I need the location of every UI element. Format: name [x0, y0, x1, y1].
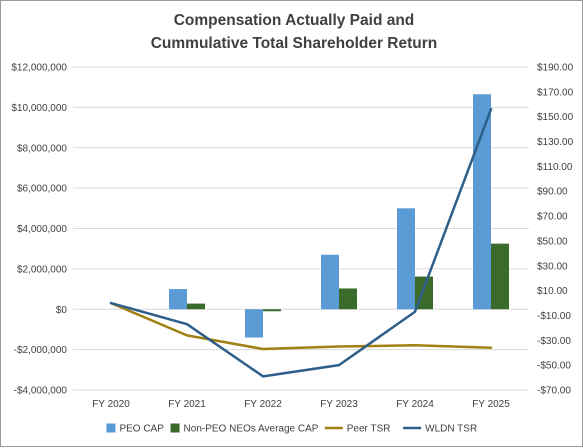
right-axis-tick-label: $10.00 — [537, 286, 568, 297]
chart-title-line-2: Cummulative Total Shareholder Return — [151, 35, 438, 52]
legend: PEO CAP Non-PEO NEOs Average CAP Peer TSR W… — [106, 423, 477, 435]
legend-label: Non-PEO NEOs Average CAP — [184, 424, 319, 435]
left-axis-tick-labels: $12,000,000 $10,000,000 $8,000,000 $6,000,0… — [11, 63, 67, 397]
right-axis-tick-label: $130.00 — [537, 137, 574, 148]
right-axis-tick-label: $170.00 — [537, 87, 574, 98]
line-wldn-tsr — [109, 107, 493, 378]
left-axis-tick-label: -$4,000,000 — [14, 386, 68, 397]
bar-non-peo-neos-average-cap — [263, 309, 281, 312]
right-axis-tick-label: $50.00 — [537, 236, 568, 247]
bar-non-peo-neos-average-cap — [187, 303, 205, 310]
bar-peo-cap — [397, 208, 415, 310]
x-axis-tick-label: FY 2022 — [244, 399, 282, 410]
bar-peo-cap — [473, 94, 491, 310]
bar-non-peo-neos-average-cap — [339, 288, 357, 310]
right-axis-tick-label: $30.00 — [537, 261, 568, 272]
x-axis-tick-label: FY 2024 — [396, 399, 434, 410]
legend-label: Peer TSR — [347, 424, 391, 435]
right-axis-tick-labels: $190.00 $170.00 $150.00 $130.00 $110.00 $90.0… — [537, 63, 574, 397]
legend-label: PEO CAP — [119, 424, 164, 435]
right-axis-tick-label: -$30.00 — [537, 336, 571, 347]
bar-non-peo-neos-average-cap — [491, 243, 509, 310]
chart-title-line-1: Compensation Actually Paid and — [174, 12, 415, 29]
legend-swatch — [106, 423, 116, 433]
left-axis-tick-label: $6,000,000 — [17, 184, 67, 195]
bars — [169, 94, 509, 338]
left-axis-tick-label: $4,000,000 — [17, 224, 67, 235]
left-axis-tick-label: $0 — [56, 305, 68, 316]
line-peer-tsr — [109, 301, 493, 351]
right-axis-tick-label: $70.00 — [537, 212, 568, 223]
x-axis-tick-label: FY 2025 — [472, 399, 510, 410]
right-axis-tick-label: $150.00 — [537, 112, 574, 123]
legend-label: WLDN TSR — [425, 424, 477, 435]
left-axis-tick-label: -$2,000,000 — [14, 345, 68, 356]
right-axis-tick-label: -$70.00 — [537, 386, 571, 397]
x-axis-tick-label: FY 2023 — [320, 399, 358, 410]
bar-peo-cap — [245, 309, 263, 338]
bar-peo-cap — [321, 254, 339, 310]
x-axis-tick-labels: FY 2020 FY 2021 FY 2022 FY 2023 FY 2024 FY 20… — [92, 399, 510, 410]
left-axis-tick-label: $2,000,000 — [17, 264, 67, 275]
right-axis-tick-label: $190.00 — [537, 63, 574, 74]
left-axis-tick-label: $10,000,000 — [11, 103, 67, 114]
legend-swatch — [170, 423, 180, 433]
right-axis-tick-label: $90.00 — [537, 187, 568, 198]
left-axis-tick-label: $8,000,000 — [17, 143, 67, 154]
right-axis-tick-label: $110.00 — [537, 162, 573, 173]
left-axis-tick-label: $12,000,000 — [11, 63, 67, 74]
x-axis-tick-label: FY 2021 — [168, 399, 206, 410]
x-axis-tick-label: FY 2020 — [92, 399, 130, 410]
right-axis-tick-label: -$10.00 — [537, 311, 571, 322]
lines — [109, 107, 493, 378]
gridlines — [73, 66, 529, 391]
right-axis-tick-label: -$50.00 — [537, 361, 571, 372]
bar-peo-cap — [169, 289, 187, 310]
